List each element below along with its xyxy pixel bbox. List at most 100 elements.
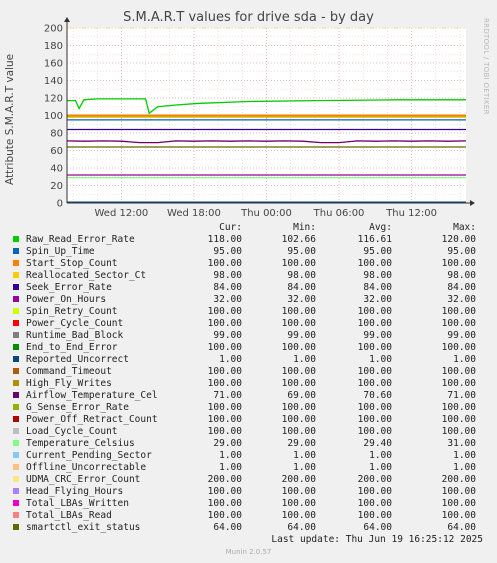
legend-item: Command_Timeout 100.00 100.00 100.00 100.00 (0, 366, 497, 378)
legend-value-avg: 100.00 (357, 318, 392, 329)
legend-swatch (13, 332, 19, 338)
legend-header-min: Min: (293, 222, 316, 233)
legend-series-name: Reallocated_Sector_Ct (26, 270, 147, 281)
legend-value-cur: 100.00 (207, 378, 242, 389)
y-tick-label: 80 (50, 129, 63, 140)
legend-series-name: Start_Stop_Count (26, 258, 118, 269)
legend-value-avg: 100.00 (357, 510, 392, 521)
y-tick-label: 60 (50, 146, 63, 157)
legend-value-avg: 116.61 (357, 234, 392, 245)
y-tick-label: 180 (44, 41, 63, 52)
legend-value-max: 100.00 (441, 414, 476, 425)
legend-value-avg: 32.00 (363, 294, 392, 305)
legend-value-cur: 100.00 (207, 402, 242, 413)
legend-swatch (13, 500, 19, 506)
legend-value-avg: 98.00 (363, 270, 392, 281)
legend-item: Current_Pending_Sector 1.00 1.00 1.00 1.00 (0, 450, 497, 462)
legend-item: Airflow_Temperature_Cel 71.00 69.00 70.60 71… (0, 390, 497, 402)
legend-value-cur: 100.00 (207, 510, 242, 521)
legend-value-min: 100.00 (281, 414, 316, 425)
legend-series-name: Seek_Error_Rate (26, 282, 112, 293)
legend-value-avg: 1.00 (369, 462, 392, 473)
y-tick-label: 200 (44, 24, 63, 35)
legend-swatch (13, 512, 19, 518)
legend-value-avg: 100.00 (357, 342, 392, 353)
legend-value-max: 98.00 (447, 270, 476, 281)
legend-value-min: 32.00 (287, 294, 316, 305)
y-tick-label: 20 (50, 181, 63, 192)
legend-item: Reallocated_Sector_Ct 98.00 98.00 98.00 98.0… (0, 270, 497, 282)
legend-value-avg: 100.00 (357, 366, 392, 377)
legend-value-avg: 100.00 (357, 306, 392, 317)
legend-swatch (13, 476, 19, 482)
legend-value-avg: 99.00 (363, 330, 392, 341)
legend-value-min: 100.00 (281, 426, 316, 437)
legend-series-name: End_to_End_Error (26, 342, 118, 353)
legend-value-min: 69.00 (287, 390, 316, 401)
legend-value-max: 100.00 (441, 426, 476, 437)
rrdtool-watermark: RRDTOOL / TOBI OETIKER (482, 18, 490, 115)
y-tick-label: 160 (44, 59, 63, 70)
legend-value-min: 100.00 (281, 378, 316, 389)
legend-swatch (13, 464, 19, 470)
legend-value-avg: 100.00 (357, 498, 392, 509)
legend-item: Reported_Uncorrect 1.00 1.00 1.00 1.00 (0, 354, 497, 366)
legend-item: Runtime_Bad_Block 99.00 99.00 99.00 99.00 (0, 330, 497, 342)
legend-series-name: Temperature_Celsius (26, 438, 135, 449)
legend-value-avg: 100.00 (357, 402, 392, 413)
legend-value-cur: 29.00 (213, 438, 242, 449)
legend-value-max: 1.00 (453, 354, 476, 365)
legend-value-max: 100.00 (441, 378, 476, 389)
legend-value-avg: 1.00 (369, 450, 392, 461)
munin-version: Munin 2.0.57 (225, 548, 272, 556)
legend-item: Spin_Up_Time 95.00 95.00 95.00 95.00 (0, 246, 497, 258)
legend-series-name: G_Sense_Error_Rate (26, 402, 129, 413)
legend-swatch (13, 524, 19, 530)
legend-value-min: 1.00 (293, 450, 316, 461)
legend-value-cur: 100.00 (207, 306, 242, 317)
legend-value-max: 100.00 (441, 342, 476, 353)
legend-series-name: High_Fly_Writes (26, 378, 112, 389)
legend-value-min: 95.00 (287, 246, 316, 257)
legend-value-avg: 70.60 (363, 390, 392, 401)
legend-item: Power_On_Hours 32.00 32.00 32.00 32.00 (0, 294, 497, 306)
legend-value-cur: 1.00 (219, 354, 242, 365)
x-tick-label: Thu 12:00 (385, 208, 437, 219)
y-tick-label: 120 (44, 94, 63, 105)
legend-item: UDMA_CRC_Error_Count 200.00 200.00 200.00 20… (0, 474, 497, 486)
legend-value-min: 102.66 (281, 234, 316, 245)
legend-swatch (13, 416, 19, 422)
legend-value-max: 71.00 (447, 390, 476, 401)
legend-value-cur: 99.00 (213, 330, 242, 341)
legend-value-max: 1.00 (453, 450, 476, 461)
y-axis-arrow (64, 17, 70, 22)
legend-swatch (13, 488, 19, 494)
legend-value-min: 84.00 (287, 282, 316, 293)
legend-series-name: Airflow_Temperature_Cel (26, 390, 158, 401)
legend-value-min: 1.00 (293, 462, 316, 473)
y-tick-label: 140 (44, 76, 63, 87)
legend-header-cur: Cur: (219, 222, 242, 233)
y-tick-label: 40 (50, 164, 63, 175)
x-tick-label: Thu 00:00 (240, 208, 292, 219)
legend-value-cur: 64.00 (213, 522, 242, 533)
legend-series-name: Spin_Retry_Count (26, 306, 118, 317)
legend-series-name: Runtime_Bad_Block (26, 330, 124, 341)
legend-value-max: 95.00 (447, 246, 476, 257)
legend-value-cur: 95.00 (213, 246, 242, 257)
legend-value-max: 99.00 (447, 330, 476, 341)
legend-series-name: Reported_Uncorrect (26, 354, 129, 365)
last-update: Last update: Thu Jun 19 16:25:12 2025 (271, 534, 483, 545)
legend-item: Offline_Uncorrectable 1.00 1.00 1.00 1.00 (0, 462, 497, 474)
legend-value-max: 100.00 (441, 258, 476, 269)
legend-swatch (13, 284, 19, 290)
legend-value-min: 64.00 (287, 522, 316, 533)
legend-value-max: 100.00 (441, 402, 476, 413)
x-tick-label: Wed 12:00 (95, 208, 149, 219)
legend-value-max: 31.00 (447, 438, 476, 449)
legend-swatch (13, 440, 19, 446)
legend-swatch (13, 380, 19, 386)
legend-series-name: Command_Timeout (26, 366, 112, 377)
legend-item: Total_LBAs_Read 100.00 100.00 100.00 100.00 (0, 510, 497, 522)
legend-value-avg: 95.00 (363, 246, 392, 257)
